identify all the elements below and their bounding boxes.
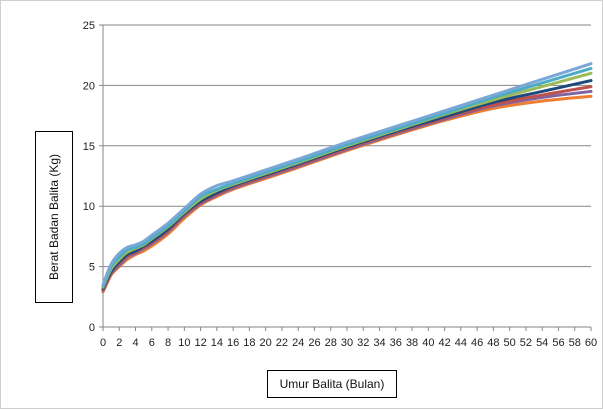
x-tick-label: 34 bbox=[373, 337, 385, 349]
x-tick-label: 56 bbox=[552, 337, 564, 349]
y-tick-label: 5 bbox=[89, 262, 95, 274]
x-tick-label: 58 bbox=[569, 337, 581, 349]
x-tick-label: 46 bbox=[471, 337, 483, 349]
x-axis-title: Umur Balita (Bulan) bbox=[279, 377, 385, 391]
y-axis-title-box: Berat Badan Balita (Kg) bbox=[35, 131, 73, 303]
x-tick-label: 6 bbox=[149, 337, 155, 349]
x-tick-label: 26 bbox=[308, 337, 320, 349]
x-tick-label: 12 bbox=[194, 337, 206, 349]
x-tick-label: 36 bbox=[390, 337, 402, 349]
x-tick-label: 16 bbox=[227, 337, 239, 349]
x-tick-label: 40 bbox=[422, 337, 434, 349]
x-tick-label: 20 bbox=[260, 337, 272, 349]
x-tick-label: 38 bbox=[406, 337, 418, 349]
x-tick-label: 32 bbox=[357, 337, 369, 349]
series-line-7 bbox=[101, 62, 593, 287]
x-tick-label: 48 bbox=[487, 337, 499, 349]
y-tick-label: 20 bbox=[83, 80, 95, 92]
x-tick-labels: 0 2 4 6 8 10 12 14 16 18 20 22 24 26 28 30 32 34 36 38 40 42 4… bbox=[100, 337, 597, 349]
y-axis-title: Berat Badan Balita (Kg) bbox=[47, 153, 62, 281]
y-tick-label: 25 bbox=[83, 20, 95, 32]
x-tick-label: 14 bbox=[211, 337, 223, 349]
x-axis-title-box: Umur Balita (Bulan) bbox=[267, 370, 397, 398]
x-tick-label: 4 bbox=[132, 337, 138, 349]
y-tick-label: 10 bbox=[83, 201, 95, 213]
series-line-4 bbox=[101, 79, 593, 290]
x-tick-label: 22 bbox=[276, 337, 288, 349]
y-tick-label: 15 bbox=[83, 141, 95, 153]
x-tick-label: 10 bbox=[178, 337, 190, 349]
x-tick-label: 52 bbox=[520, 337, 532, 349]
x-tick-label: 2 bbox=[116, 337, 122, 349]
x-tick-label: 42 bbox=[438, 337, 450, 349]
x-tick-label: 54 bbox=[536, 337, 548, 349]
series-lines bbox=[101, 62, 593, 294]
y-tick-label: 0 bbox=[89, 322, 95, 334]
x-tick-label: 8 bbox=[165, 337, 171, 349]
x-tick-label: 28 bbox=[325, 337, 337, 349]
series-line-3 bbox=[101, 85, 593, 292]
series-line-6 bbox=[101, 66, 593, 288]
x-tick-label: 30 bbox=[341, 337, 353, 349]
x-tick-label: 18 bbox=[243, 337, 255, 349]
axes bbox=[99, 24, 592, 331]
series-line-2 bbox=[101, 89, 593, 293]
x-tick-label: 60 bbox=[585, 337, 597, 349]
series-line-1 bbox=[101, 94, 593, 294]
y-tick-labels: 0 5 10 15 20 25 bbox=[83, 20, 95, 334]
x-tick-label: 0 bbox=[100, 337, 106, 349]
x-tick-label: 44 bbox=[455, 337, 467, 349]
x-tick-label: 24 bbox=[292, 337, 304, 349]
x-tick-label: 50 bbox=[504, 337, 516, 349]
